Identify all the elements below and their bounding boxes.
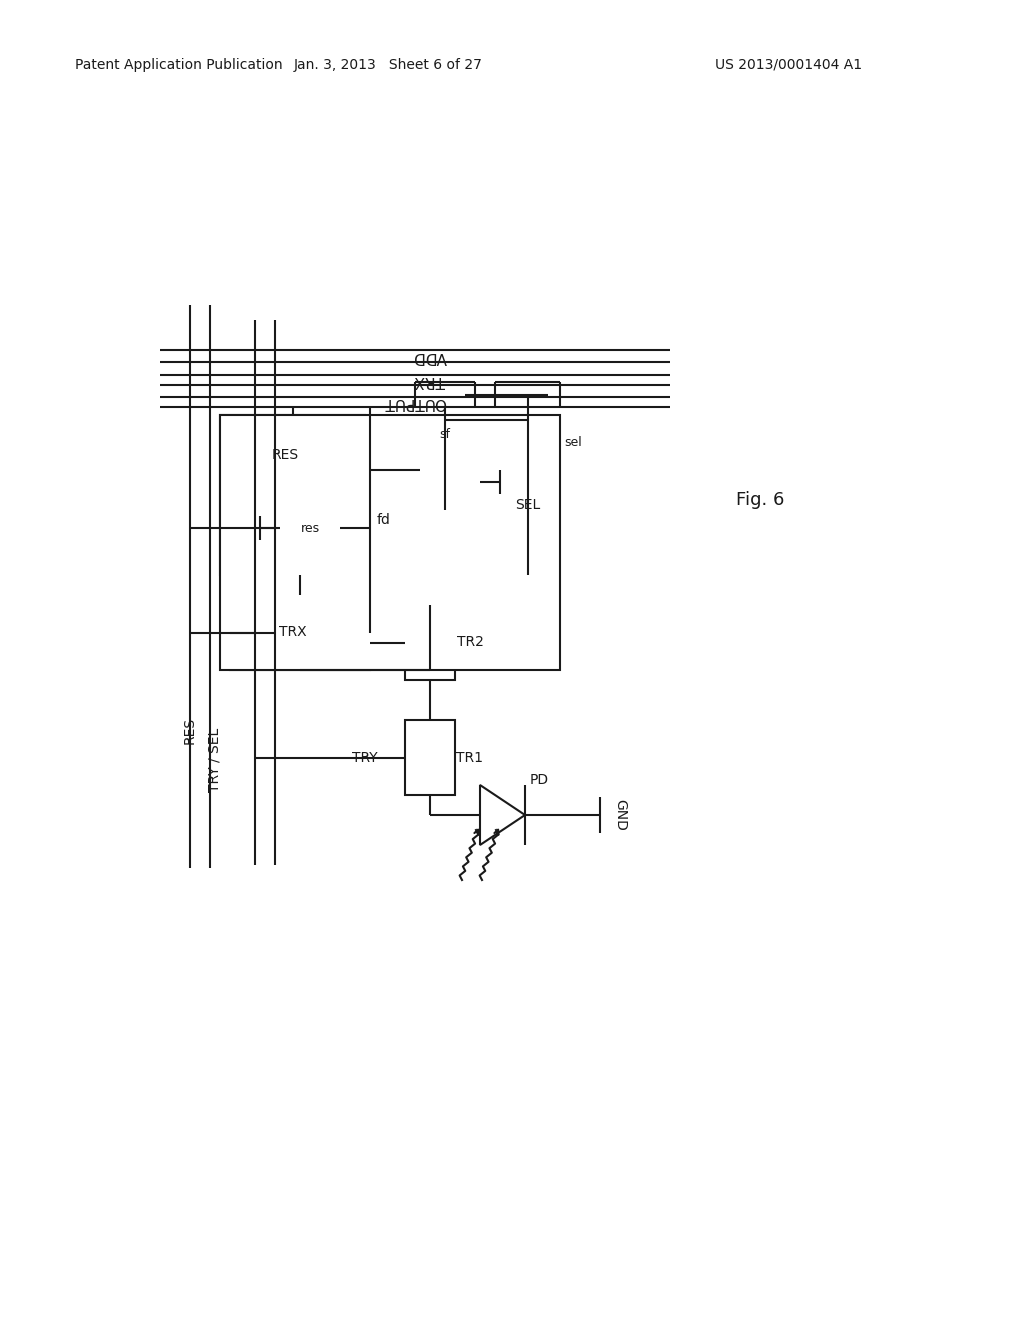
Bar [406,719,455,795]
Text: Jan. 3, 2013   Sheet 6 of 27: Jan. 3, 2013 Sheet 6 of 27 [294,58,482,73]
Text: res: res [300,521,319,535]
Text: fd: fd [377,513,391,527]
Bar [230,595,370,671]
Text: PD: PD [530,774,549,787]
Bar [220,414,560,671]
Text: RES: RES [271,447,299,462]
Text: TRX: TRX [415,372,445,388]
Text: TRY / SEL: TRY / SEL [208,727,222,792]
Text: TRY: TRY [352,751,378,764]
Text: VDD: VDD [413,348,446,363]
Bar [420,420,470,510]
Polygon shape [480,785,525,845]
Bar [280,500,340,554]
Text: US 2013/0001404 A1: US 2013/0001404 A1 [715,58,862,73]
Bar [406,605,455,680]
Text: SEL: SEL [515,498,540,512]
Text: TR1: TR1 [457,751,483,764]
Text: TRX: TRX [280,626,307,639]
Bar [500,420,555,576]
Bar [220,414,365,576]
Text: sel: sel [564,436,582,449]
Text: GND: GND [613,799,627,830]
Text: OUTPUT: OUTPUT [384,395,446,409]
Text: Fig. 6: Fig. 6 [736,491,784,510]
Text: Patent Application Publication: Patent Application Publication [75,58,283,73]
Text: TR2: TR2 [457,635,483,649]
Text: sf: sf [439,429,451,441]
Text: RES: RES [183,717,197,743]
